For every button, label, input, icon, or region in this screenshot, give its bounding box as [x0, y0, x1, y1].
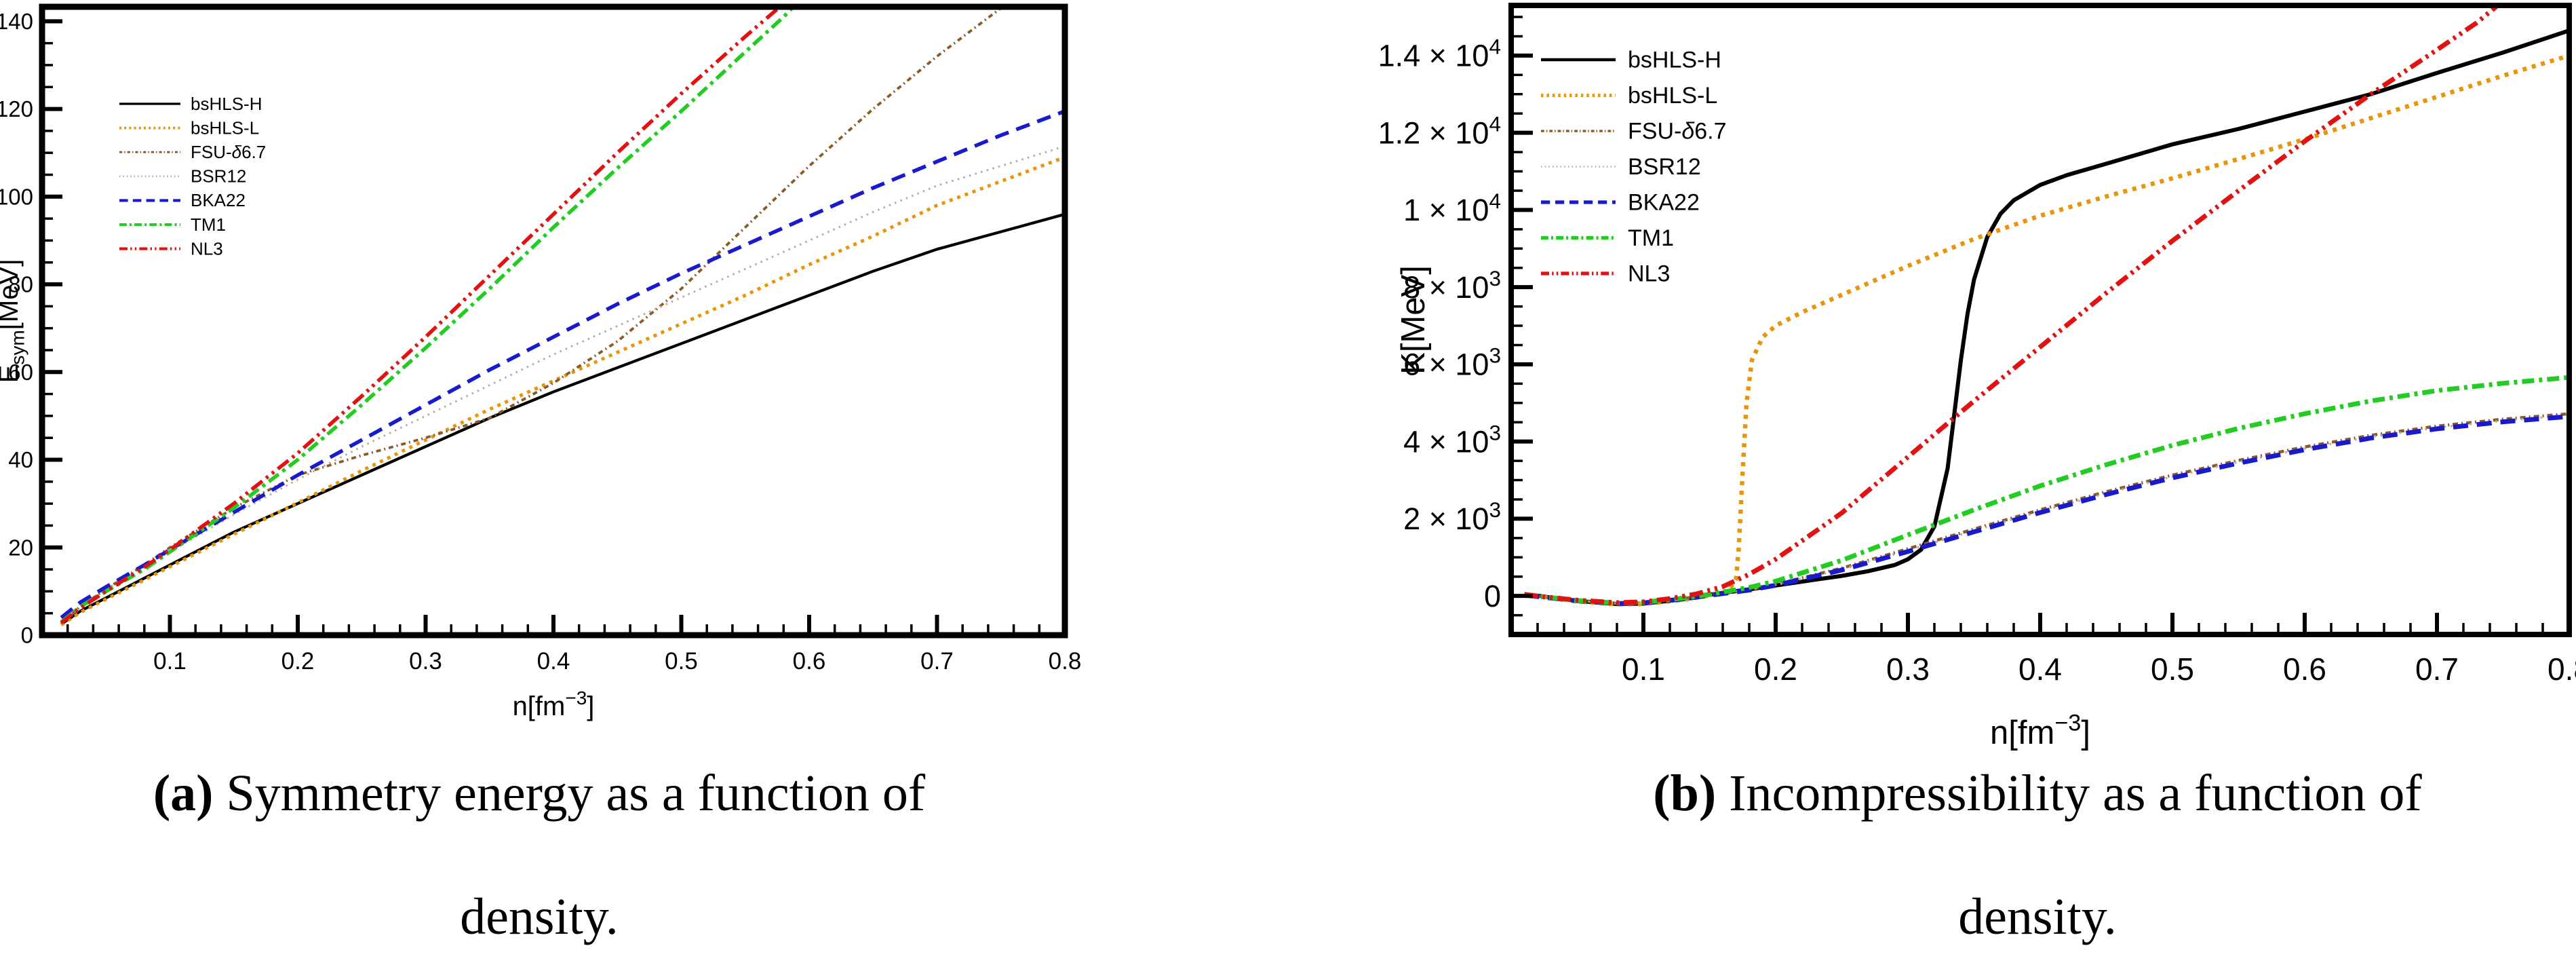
y-tick-label-b: 8 × 103 [1403, 266, 1501, 305]
legend-label-TM1: TM1 [191, 214, 226, 235]
plot-frame-b [1508, 3, 2572, 637]
plot-frame-a [39, 3, 1068, 639]
y-tick-label-a: 0 [21, 623, 33, 648]
y-tick-label-b: 1 × 104 [1403, 189, 1501, 227]
caption-a-text: Symmetry energy as a function of [226, 765, 926, 822]
legend-label-TM1: TM1 [1628, 225, 1674, 251]
x-tick-label-b: 0.3 [1886, 651, 1930, 687]
legend-label-bsHLS-H: bsHLS-H [191, 94, 262, 114]
x-axis-label-b: n[fm−3] [1990, 710, 2090, 751]
y-tick-label-a: 60 [8, 360, 33, 385]
series-line-TM1 [60, 7, 796, 624]
series-line-FSU-δ6.7 [60, 7, 1004, 624]
x-axis-label-a: n[fm−3] [513, 687, 595, 721]
plot-series-a [60, 7, 1065, 627]
x-tick-label-a: 0.8 [1049, 648, 1082, 675]
y-tick-label-a: 40 [8, 447, 33, 472]
x-tick-label-b: 0.6 [2283, 651, 2326, 687]
caption-b-text: Incompressibility as a function of [1729, 765, 2422, 822]
legend-label-FSU-δ6.7: FSU-δ6.7 [191, 142, 266, 162]
caption-a-tag: (a) [153, 765, 214, 822]
y-tick-label-b: 2 × 103 [1403, 497, 1501, 536]
x-tick-label-b: 0.2 [1754, 651, 1797, 687]
caption-b-tag: (b) [1653, 765, 1717, 822]
legend-b: bsHLS-H bsHLS-L FSU-δ6.7 BSR12 BKA22 TM1 NL3 [1541, 48, 1727, 287]
caption-b-line1: (b) Incompressibility as a function of [1499, 765, 2576, 822]
legend-label-BKA22: BKA22 [1628, 190, 1700, 216]
y-tick-label-b: 1.4 × 104 [1378, 35, 1501, 73]
x-tick-label-b: 0.7 [2415, 651, 2459, 687]
y-tick-label-b: 6 × 103 [1403, 343, 1501, 382]
legend-label-BSR12: BSR12 [191, 166, 246, 187]
legend-label-NL3: NL3 [191, 238, 223, 259]
y-tick-label-a: 120 [0, 96, 33, 121]
axis-ticks-b [1511, 16, 2571, 636]
x-tick-label-b: 0.1 [1622, 651, 1665, 687]
series-line-NL3 [60, 7, 783, 625]
figure-b: 0.1 0.2 0.3 0.4 0.5 0.6 0.7 0.8 0 2 × 103 4 × 103 6… [1289, 0, 2576, 770]
caption-a: (a) Symmetry energy as a function of den… [0, 765, 1078, 945]
y-axis-label-a: Esym[MeV] [0, 259, 28, 383]
legend-label-bsHLS-H: bsHLS-H [1628, 48, 1721, 73]
legend-label-BKA22: BKA22 [191, 190, 246, 210]
legend-a: bsHLS-H bsHLS-L FSU-δ6.7 BSR12 BKA22 TM1 NL3 [119, 94, 266, 259]
y-tick-label-b: 0 [1484, 579, 1501, 613]
caption-b: (b) Incompressibility as a function of d… [1499, 765, 2576, 945]
x-tick-label-a: 0.1 [153, 648, 187, 675]
caption-b-line2: density. [1958, 888, 2117, 945]
y-tick-label-b: 1.2 × 104 [1378, 111, 1501, 150]
x-tick-label-a: 0.3 [409, 648, 442, 675]
plot-series-b [1524, 5, 2569, 607]
incompressibility-chart: 0.1 0.2 0.3 0.4 0.5 0.6 0.7 0.8 0 2 × 103 4 × 103 6… [1378, 3, 2576, 751]
series-line-bsHLS-L [1524, 53, 2569, 607]
x-tick-label-b: 0.8 [2548, 651, 2576, 687]
y-axis-label-b: K[MeV] [1395, 265, 1432, 375]
series-line-BKA22 [1524, 414, 2569, 607]
x-tick-label-a: 0.5 [665, 648, 698, 675]
y-tick-label-a: 80 [8, 272, 33, 297]
series-line-bsHLS-H [1524, 29, 2569, 607]
x-tick-label-a: 0.6 [793, 648, 826, 675]
x-tick-label-a: 0.4 [537, 648, 570, 675]
caption-a-line2: density. [460, 888, 619, 945]
symmetry-energy-chart: 0.1 0.2 0.3 0.4 0.5 0.6 0.7 0.8 0 20 40 60 80 100 120 1… [0, 3, 1082, 721]
x-tick-label-a: 0.2 [281, 648, 315, 675]
x-tick-label-a: 0.7 [920, 648, 954, 675]
legend-label-BSR12: BSR12 [1628, 154, 1701, 180]
caption-a-line1: (a) Symmetry energy as a function of [0, 765, 1078, 822]
legend-label-NL3: NL3 [1628, 261, 1670, 287]
y-tick-label-b: 4 × 103 [1403, 420, 1501, 459]
legend-label-bsHLS-L: bsHLS-L [191, 117, 259, 138]
legend-label-FSU-δ6.7: FSU-δ6.7 [1628, 119, 1727, 145]
series-line-bsHLS-H [60, 212, 1065, 626]
y-tick-label-a: 100 [0, 184, 33, 209]
figure-a: 0.1 0.2 0.3 0.4 0.5 0.6 0.7 0.8 0 20 40 60 80 100 120 1… [0, 0, 1153, 750]
x-tick-label-b: 0.4 [2018, 651, 2062, 687]
series-line-TM1 [1524, 375, 2569, 606]
y-tick-label-a: 20 [8, 535, 33, 560]
y-tick-label-a: 140 [0, 9, 33, 34]
x-tick-label-b: 0.5 [2151, 651, 2194, 687]
legend-label-bsHLS-L: bsHLS-L [1628, 83, 1717, 109]
series-line-BKA22 [60, 109, 1065, 620]
